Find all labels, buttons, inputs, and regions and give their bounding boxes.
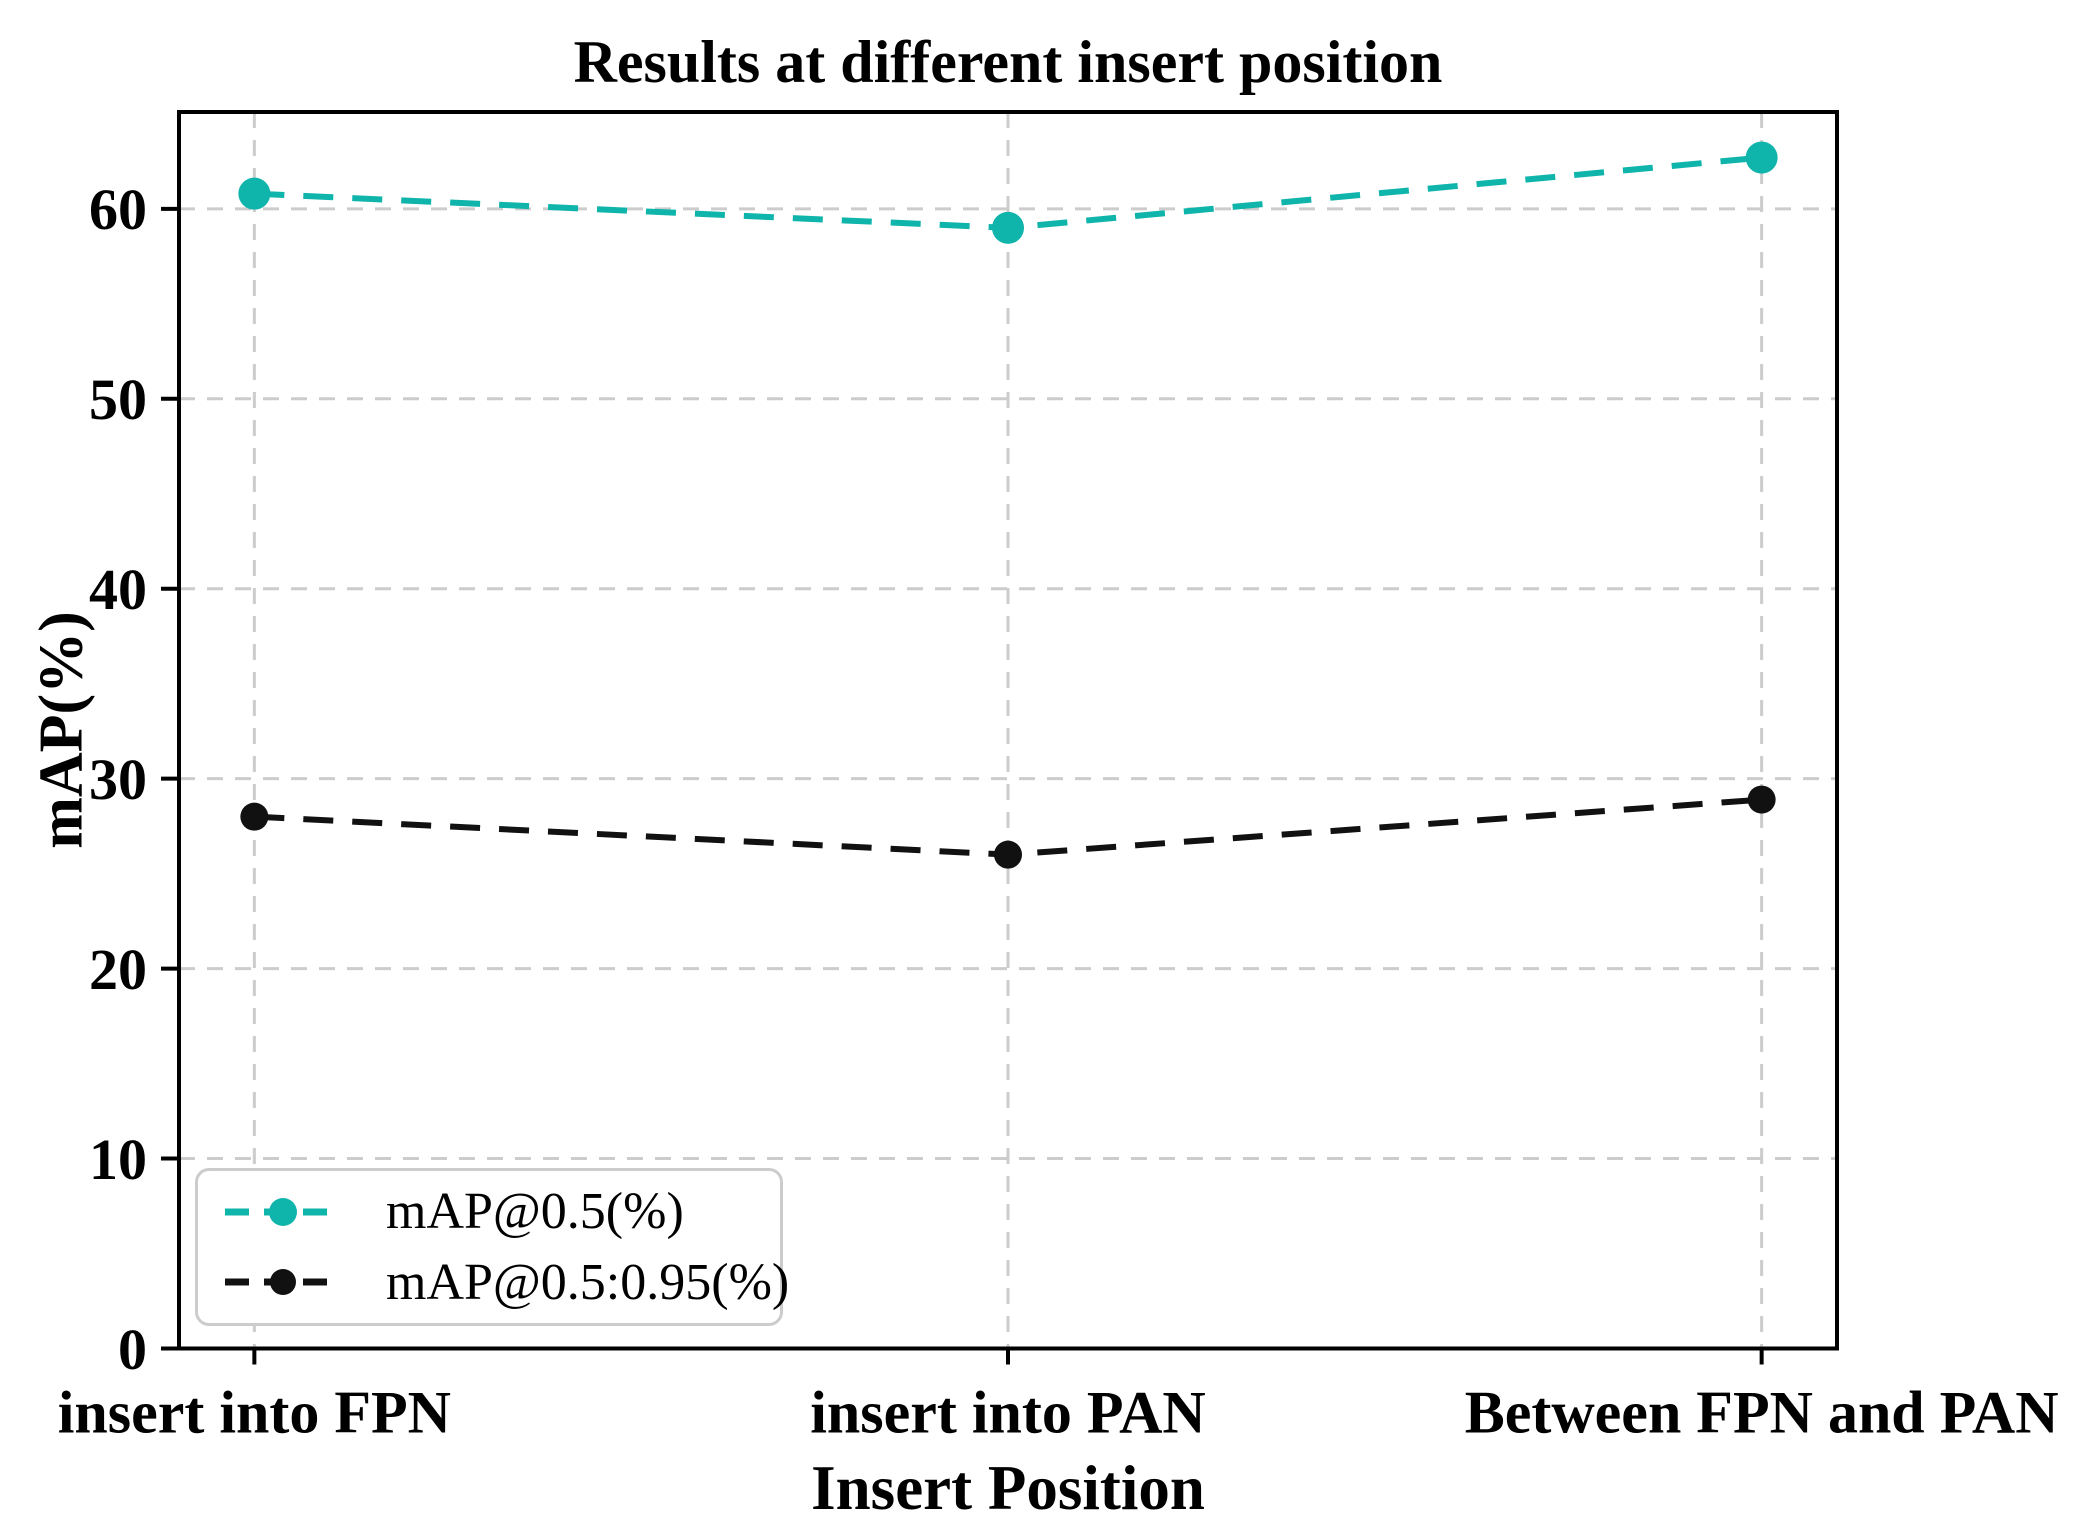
data-point-marker <box>238 177 271 210</box>
legend-label: mAP@0.5:0.95(%) <box>386 1253 790 1311</box>
plot-frame <box>177 110 1839 1351</box>
y-axis-label: mAP(%) <box>27 611 96 849</box>
data-point-marker <box>994 840 1022 869</box>
x-tick-label: Between FPN and PAN <box>1465 1380 2059 1446</box>
legend: mAP@0.5(%) mAP@0.5:0.95(%) <box>195 1168 789 1326</box>
legend-line-sample-black <box>225 1269 341 1296</box>
y-tick-label: 30 <box>89 747 147 812</box>
legend-item-map05: mAP@0.5(%) <box>222 1182 780 1241</box>
y-tick-label: 50 <box>89 367 147 432</box>
data-point-marker <box>240 802 269 831</box>
x-tick-label: insert into PAN <box>810 1380 1206 1446</box>
legend-line-sample-cyan <box>225 1197 341 1226</box>
legend-item-map05095: mAP@0.5:0.95(%) <box>222 1253 789 1312</box>
chart-title: Results at different insert position <box>573 29 1443 95</box>
data-point-marker <box>1745 141 1778 174</box>
data-point-marker <box>992 211 1024 244</box>
y-tick-label: 0 <box>118 1317 147 1382</box>
y-tick-label: 60 <box>89 177 147 242</box>
y-tick-label: 20 <box>89 937 147 1002</box>
data-point-marker <box>1747 785 1776 814</box>
x-axis-label: Insert Position <box>811 1453 1205 1523</box>
x-tick-label: insert into FPN <box>58 1380 451 1446</box>
legend-label: mAP@0.5(%) <box>386 1183 684 1241</box>
y-tick-label: 40 <box>89 557 147 622</box>
y-tick-label: 10 <box>89 1127 147 1192</box>
